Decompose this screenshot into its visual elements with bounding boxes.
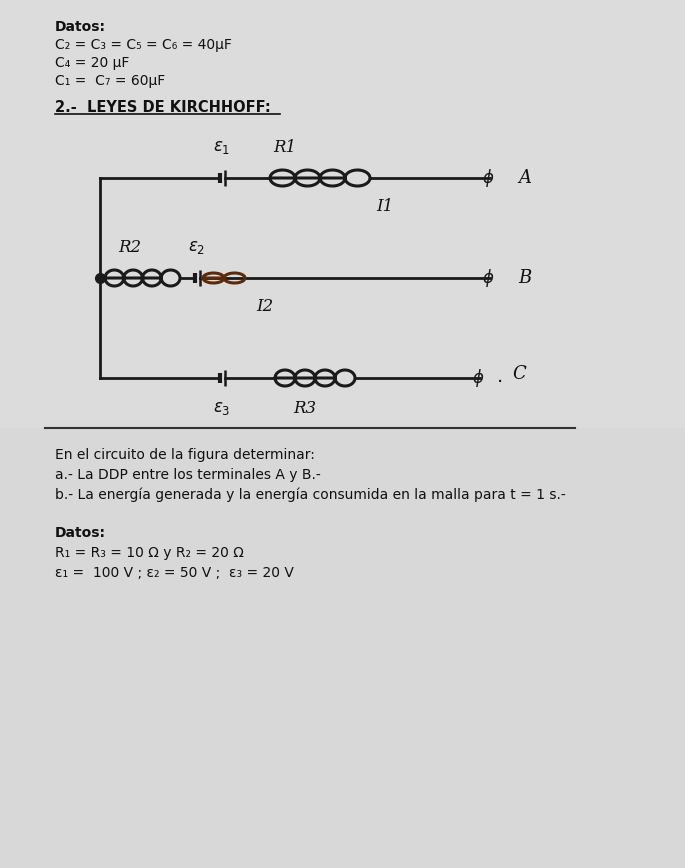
Text: $\epsilon_3$: $\epsilon_3$ bbox=[213, 400, 231, 417]
Text: C₂ = C₃ = C₅ = C₆ = 40μF: C₂ = C₃ = C₅ = C₆ = 40μF bbox=[55, 38, 232, 52]
Text: $\epsilon_2$: $\epsilon_2$ bbox=[188, 239, 206, 256]
Text: .: . bbox=[497, 366, 503, 385]
Text: ε₁ =  100 V ; ε₂ = 50 V ;  ε₃ = 20 V: ε₁ = 100 V ; ε₂ = 50 V ; ε₃ = 20 V bbox=[55, 566, 294, 580]
Text: $\phi$: $\phi$ bbox=[482, 167, 494, 189]
Text: C: C bbox=[512, 365, 526, 383]
Text: Datos:: Datos: bbox=[55, 526, 106, 540]
Text: R2: R2 bbox=[119, 239, 142, 256]
Text: I2: I2 bbox=[256, 298, 273, 315]
Text: I1: I1 bbox=[376, 198, 394, 215]
Text: $\phi$: $\phi$ bbox=[482, 267, 494, 289]
Text: $\epsilon_1$: $\epsilon_1$ bbox=[213, 139, 231, 156]
Text: C₁ =  C₇ = 60μF: C₁ = C₇ = 60μF bbox=[55, 74, 165, 88]
Text: B: B bbox=[518, 269, 532, 287]
Text: R1: R1 bbox=[273, 139, 297, 156]
Text: 2.-  LEYES DE KIRCHHOFF:: 2.- LEYES DE KIRCHHOFF: bbox=[55, 100, 271, 115]
Text: R3: R3 bbox=[293, 400, 316, 417]
Text: R₁ = R₃ = 10 Ω y R₂ = 20 Ω: R₁ = R₃ = 10 Ω y R₂ = 20 Ω bbox=[55, 546, 244, 560]
Text: En el circuito de la figura determinar:: En el circuito de la figura determinar: bbox=[55, 448, 315, 462]
Text: Datos:: Datos: bbox=[55, 20, 106, 34]
Text: a.- La DDP entre los terminales A y B.-: a.- La DDP entre los terminales A y B.- bbox=[55, 468, 321, 482]
Text: b.- La energía generada y la energía consumida en la malla para t = 1 s.-: b.- La energía generada y la energía con… bbox=[55, 488, 566, 503]
Bar bbox=[0, 428, 685, 868]
Text: A: A bbox=[518, 169, 531, 187]
Text: C₄ = 20 μF: C₄ = 20 μF bbox=[55, 56, 129, 70]
Text: $\phi$: $\phi$ bbox=[472, 367, 484, 389]
